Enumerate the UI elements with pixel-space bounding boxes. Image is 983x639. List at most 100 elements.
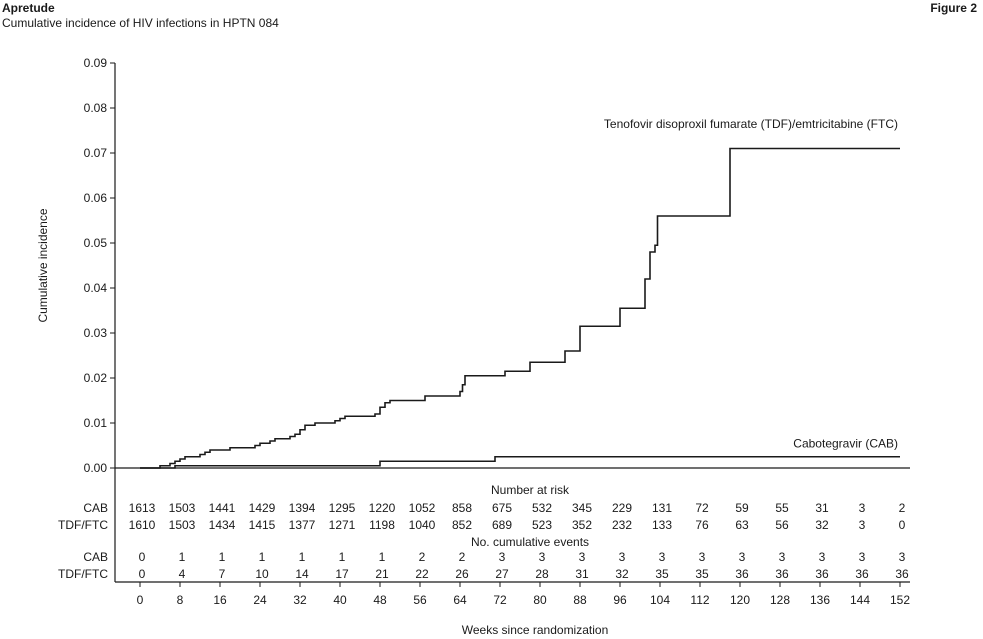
y-tick-label: 0.07	[84, 146, 108, 160]
cab-step-line	[140, 455, 900, 469]
x-tick-label: 80	[533, 593, 547, 607]
risk-table-cell: 1394	[289, 501, 316, 515]
events-table-row-label: CAB	[83, 550, 108, 564]
risk-table-cell: 1503	[169, 518, 196, 532]
x-tick-label: 104	[650, 593, 670, 607]
risk-table-cell: 1415	[249, 518, 276, 532]
events-table-cell: 1	[339, 550, 346, 564]
x-tick-label: 144	[850, 593, 870, 607]
events-table-cell: 0	[139, 567, 146, 581]
events-table-cell: 3	[659, 550, 666, 564]
risk-table-cell: 0	[899, 518, 906, 532]
risk-table-cell: 31	[815, 501, 829, 515]
risk-table-heading: Number at risk	[491, 483, 570, 497]
risk-table-cell: 345	[572, 501, 592, 515]
risk-table-cell: 1377	[289, 518, 316, 532]
events-table-cell: 21	[375, 567, 389, 581]
x-tick-label: 64	[453, 593, 467, 607]
brand-title: Apretude	[2, 1, 55, 15]
risk-table-cell: 1040	[409, 518, 436, 532]
risk-table-row-label: CAB	[83, 501, 108, 515]
risk-table-cell: 3	[859, 518, 866, 532]
x-tick-label: 112	[690, 593, 709, 607]
risk-table-cell: 133	[652, 518, 672, 532]
events-table-cell: 36	[815, 567, 829, 581]
tdf-ftc-step-line	[140, 147, 900, 469]
figure-label: Figure 2	[930, 1, 977, 15]
y-tick-label: 0.00	[84, 461, 108, 475]
events-table-cell: 27	[495, 567, 509, 581]
risk-table-cell: 32	[815, 518, 829, 532]
events-table-cell: 36	[855, 567, 869, 581]
events-table-cell: 17	[335, 567, 349, 581]
events-table-cell: 32	[615, 567, 629, 581]
risk-table-cell: 76	[695, 518, 709, 532]
risk-table-cell: 1198	[369, 518, 395, 532]
x-tick-label: 128	[770, 593, 790, 607]
risk-table-cell: 523	[532, 518, 552, 532]
risk-table-cell: 56	[775, 518, 789, 532]
y-tick-label: 0.03	[84, 326, 108, 340]
x-tick-label: 16	[213, 593, 227, 607]
risk-table-cell: 63	[735, 518, 749, 532]
events-table-cell: 1	[259, 550, 266, 564]
y-tick-label: 0.09	[84, 56, 108, 70]
x-tick-label: 32	[293, 593, 307, 607]
risk-table-cell: 852	[452, 518, 472, 532]
events-table-cell: 35	[655, 567, 669, 581]
risk-table-cell: 1052	[409, 501, 436, 515]
risk-table-cell: 1271	[329, 518, 356, 532]
risk-table-cell: 1220	[369, 501, 396, 515]
events-table-cell: 1	[179, 550, 186, 564]
y-tick-label: 0.06	[84, 191, 108, 205]
events-table-cell: 3	[699, 550, 706, 564]
tdf-ftc-series-label: Tenofovir disoproxil fumarate (TDF)/emtr…	[604, 117, 898, 131]
risk-table-cell: 3	[859, 501, 866, 515]
risk-table-cell: 1610	[129, 518, 156, 532]
cab-series-label: Cabotegravir (CAB)	[793, 436, 898, 450]
events-table-cell: 36	[735, 567, 749, 581]
y-tick-label: 0.05	[84, 236, 108, 250]
risk-table-cell: 232	[612, 518, 632, 532]
risk-table-cell: 72	[695, 501, 709, 515]
x-tick-label: 40	[333, 593, 347, 607]
events-table-cell: 31	[575, 567, 589, 581]
y-tick-label: 0.01	[84, 416, 108, 430]
events-table-cell: 3	[779, 550, 786, 564]
events-table-cell: 14	[295, 567, 309, 581]
events-table-cell: 28	[535, 567, 549, 581]
x-tick-label: 96	[613, 593, 627, 607]
events-table-cell: 35	[695, 567, 709, 581]
x-tick-label: 72	[493, 593, 507, 607]
events-table-cell: 1	[219, 550, 226, 564]
x-tick-label: 152	[890, 593, 910, 607]
events-table-cell: 36	[895, 567, 909, 581]
risk-table-cell: 229	[612, 501, 632, 515]
risk-table-cell: 1503	[169, 501, 196, 515]
risk-table-cell: 1613	[129, 501, 156, 515]
risk-table-cell: 689	[492, 518, 512, 532]
risk-table-cell: 1441	[209, 501, 236, 515]
risk-table-cell: 532	[532, 501, 552, 515]
events-table-cell: 3	[579, 550, 586, 564]
events-table-cell: 0	[139, 550, 146, 564]
risk-table-cell: 131	[652, 501, 672, 515]
y-tick-label: 0.08	[84, 101, 108, 115]
x-tick-label: 56	[413, 593, 427, 607]
risk-table-cell: 2	[899, 501, 906, 515]
events-table-cell: 36	[775, 567, 789, 581]
events-table-cell: 22	[415, 567, 429, 581]
events-table-cell: 3	[899, 550, 906, 564]
events-table-cell: 1	[299, 550, 306, 564]
risk-table-cell: 59	[735, 501, 749, 515]
events-table-heading: No. cumulative events	[471, 535, 589, 549]
events-table-cell: 2	[419, 550, 426, 564]
x-axis-label: Weeks since randomization	[462, 623, 609, 637]
events-table-cell: 26	[455, 567, 469, 581]
x-tick-label: 120	[730, 593, 750, 607]
y-axis-label: Cumulative incidence	[36, 208, 50, 322]
events-table-cell: 7	[219, 567, 226, 581]
events-table-cell: 2	[459, 550, 466, 564]
events-table-cell: 10	[255, 567, 269, 581]
